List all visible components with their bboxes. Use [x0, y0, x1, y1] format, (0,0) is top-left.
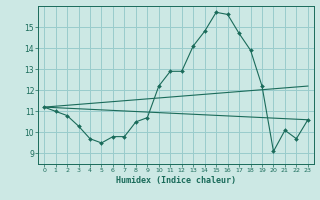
X-axis label: Humidex (Indice chaleur): Humidex (Indice chaleur) [116, 176, 236, 185]
